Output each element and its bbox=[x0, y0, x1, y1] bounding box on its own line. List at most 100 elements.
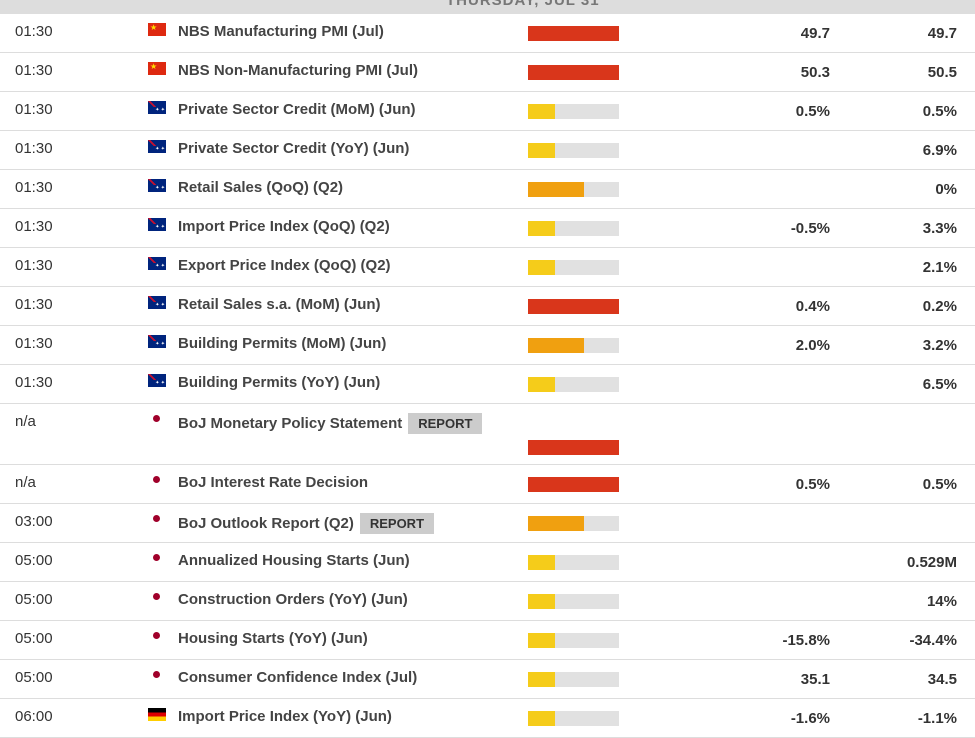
day-header-label: THURSDAY, JUL 31 bbox=[446, 0, 600, 9]
impact-bar bbox=[528, 477, 619, 492]
event-time: 01:30 bbox=[15, 374, 53, 391]
event-name[interactable]: Construction Orders (YoY) (Jun) bbox=[178, 591, 408, 608]
impact-bar bbox=[528, 65, 619, 80]
flag-au-icon bbox=[148, 257, 166, 270]
flag-jp-icon bbox=[148, 474, 166, 487]
event-name[interactable]: Export Price Index (QoQ) (Q2) bbox=[178, 257, 391, 274]
event-name-text: Construction Orders (YoY) (Jun) bbox=[178, 591, 408, 608]
impact-fill bbox=[528, 338, 585, 353]
event-name[interactable]: Private Sector Credit (MoM) (Jun) bbox=[178, 101, 416, 118]
event-name-text: BoJ Interest Rate Decision bbox=[178, 474, 369, 491]
event-name-text: Housing Starts (YoY) (Jun) bbox=[178, 630, 368, 647]
event-name[interactable]: Building Permits (MoM) (Jun) bbox=[178, 335, 386, 352]
event-time: n/a bbox=[15, 474, 36, 491]
impact-fill bbox=[528, 555, 556, 570]
previous-value: 2.1% bbox=[922, 259, 957, 276]
impact-fill bbox=[528, 143, 556, 158]
impact-fill bbox=[528, 594, 556, 609]
flag-jp-icon bbox=[148, 552, 166, 565]
event-row[interactable]: 01:30 Retail Sales s.a. (MoM) (Jun) 0.4%… bbox=[0, 287, 975, 326]
event-name-text: Consumer Confidence Index (Jul) bbox=[178, 669, 418, 686]
event-name[interactable]: BoJ Monetary Policy Statement REPORT bbox=[178, 413, 483, 434]
event-name[interactable]: BoJ Outlook Report (Q2) REPORT bbox=[178, 513, 435, 534]
event-row[interactable]: 05:00 Housing Starts (YoY) (Jun) -15.8% … bbox=[0, 621, 975, 660]
event-time: 01:30 bbox=[15, 62, 53, 79]
event-name[interactable]: Private Sector Credit (YoY) (Jun) bbox=[178, 140, 409, 157]
flag-jp-icon bbox=[148, 413, 166, 426]
event-time: 01:30 bbox=[15, 23, 53, 40]
event-row[interactable]: 01:30 Building Permits (MoM) (Jun) 2.0% … bbox=[0, 326, 975, 365]
forecast-value: -15.8% bbox=[782, 632, 830, 649]
event-time: 06:00 bbox=[15, 708, 53, 725]
event-name[interactable]: Building Permits (YoY) (Jun) bbox=[178, 374, 380, 391]
event-name[interactable]: Import Price Index (QoQ) (Q2) bbox=[178, 218, 390, 235]
event-row[interactable]: 05:00 Annualized Housing Starts (Jun) 0.… bbox=[0, 543, 975, 582]
flag-au-icon bbox=[148, 179, 166, 192]
event-row[interactable]: 05:00 Consumer Confidence Index (Jul) 35… bbox=[0, 660, 975, 699]
impact-bar bbox=[528, 260, 619, 275]
flag-de-icon bbox=[148, 708, 166, 721]
forecast-value: 0.5% bbox=[795, 103, 830, 120]
event-row[interactable]: 01:30 Retail Sales (QoQ) (Q2) 0% bbox=[0, 170, 975, 209]
impact-bar bbox=[528, 555, 619, 570]
impact-bar bbox=[528, 338, 619, 353]
forecast-value: -1.6% bbox=[790, 710, 830, 727]
impact-bar bbox=[528, 711, 619, 726]
impact-fill bbox=[528, 440, 619, 455]
previous-value: 0.529M bbox=[906, 554, 957, 571]
previous-value: 6.9% bbox=[922, 142, 957, 159]
impact-fill bbox=[528, 299, 619, 314]
event-row[interactable]: n/a BoJ Monetary Policy Statement REPORT bbox=[0, 404, 975, 465]
event-name-text: NBS Manufacturing PMI (Jul) bbox=[178, 23, 384, 40]
impact-fill bbox=[528, 377, 556, 392]
event-name[interactable]: Import Price Index (YoY) (Jun) bbox=[178, 708, 392, 725]
flag-au-icon bbox=[148, 296, 166, 309]
event-name[interactable]: NBS Non-Manufacturing PMI (Jul) bbox=[178, 62, 418, 79]
event-time: 01:30 bbox=[15, 335, 53, 352]
event-name[interactable]: BoJ Interest Rate Decision bbox=[178, 474, 368, 491]
event-time: n/a bbox=[15, 413, 36, 430]
event-row[interactable]: 01:30 Building Permits (YoY) (Jun) 6.5% bbox=[0, 365, 975, 404]
event-row[interactable]: 01:30 NBS Non-Manufacturing PMI (Jul) 50… bbox=[0, 53, 975, 92]
impact-fill bbox=[528, 711, 556, 726]
event-row[interactable]: 01:30 Private Sector Credit (MoM) (Jun) … bbox=[0, 92, 975, 131]
event-row[interactable]: 03:00 BoJ Outlook Report (Q2) REPORT bbox=[0, 504, 975, 543]
event-row[interactable]: 01:30 NBS Manufacturing PMI (Jul) 49.7 4… bbox=[0, 14, 975, 53]
event-row[interactable]: 01:30 Import Price Index (QoQ) (Q2) -0.5… bbox=[0, 209, 975, 248]
previous-value: 6.5% bbox=[922, 376, 957, 393]
event-time: 05:00 bbox=[15, 552, 53, 569]
impact-bar bbox=[528, 516, 619, 531]
forecast-value: 2.0% bbox=[795, 337, 830, 354]
event-name[interactable]: Retail Sales (QoQ) (Q2) bbox=[178, 179, 343, 196]
event-name[interactable]: Annualized Housing Starts (Jun) bbox=[178, 552, 410, 569]
event-row[interactable]: 05:00 Construction Orders (YoY) (Jun) 14… bbox=[0, 582, 975, 621]
previous-value: 3.2% bbox=[922, 337, 957, 354]
report-button[interactable]: REPORT bbox=[408, 413, 483, 434]
event-name[interactable]: Consumer Confidence Index (Jul) bbox=[178, 669, 417, 686]
previous-value: 0% bbox=[935, 181, 957, 198]
event-row[interactable]: n/a BoJ Interest Rate Decision 0.5% 0.5% bbox=[0, 465, 975, 504]
event-time: 05:00 bbox=[15, 591, 53, 608]
previous-value: 0.5% bbox=[922, 476, 957, 493]
impact-bar bbox=[528, 594, 619, 609]
event-name[interactable]: Housing Starts (YoY) (Jun) bbox=[178, 630, 368, 647]
impact-fill bbox=[528, 65, 619, 80]
flag-cn-icon bbox=[148, 23, 166, 36]
event-time: 01:30 bbox=[15, 218, 53, 235]
event-row[interactable]: 06:00 Import Price Index (YoY) (Jun) -1.… bbox=[0, 699, 975, 738]
event-time: 01:30 bbox=[15, 257, 53, 274]
event-time: 01:30 bbox=[15, 140, 53, 157]
event-name-text: Retail Sales (QoQ) (Q2) bbox=[178, 179, 344, 196]
event-name-text: Annualized Housing Starts (Jun) bbox=[178, 552, 410, 569]
event-name[interactable]: NBS Manufacturing PMI (Jul) bbox=[178, 23, 384, 40]
forecast-value: 0.4% bbox=[795, 298, 830, 315]
event-row[interactable]: 01:30 Export Price Index (QoQ) (Q2) 2.1% bbox=[0, 248, 975, 287]
report-button[interactable]: REPORT bbox=[359, 513, 435, 534]
flag-au-icon bbox=[148, 140, 166, 153]
previous-value: 0.5% bbox=[922, 103, 957, 120]
impact-bar bbox=[528, 440, 619, 455]
event-name[interactable]: Retail Sales s.a. (MoM) (Jun) bbox=[178, 296, 381, 313]
event-row[interactable]: 01:30 Private Sector Credit (YoY) (Jun) … bbox=[0, 131, 975, 170]
event-name-text: Building Permits (YoY) (Jun) bbox=[178, 374, 381, 391]
previous-value: 50.5 bbox=[927, 64, 957, 81]
